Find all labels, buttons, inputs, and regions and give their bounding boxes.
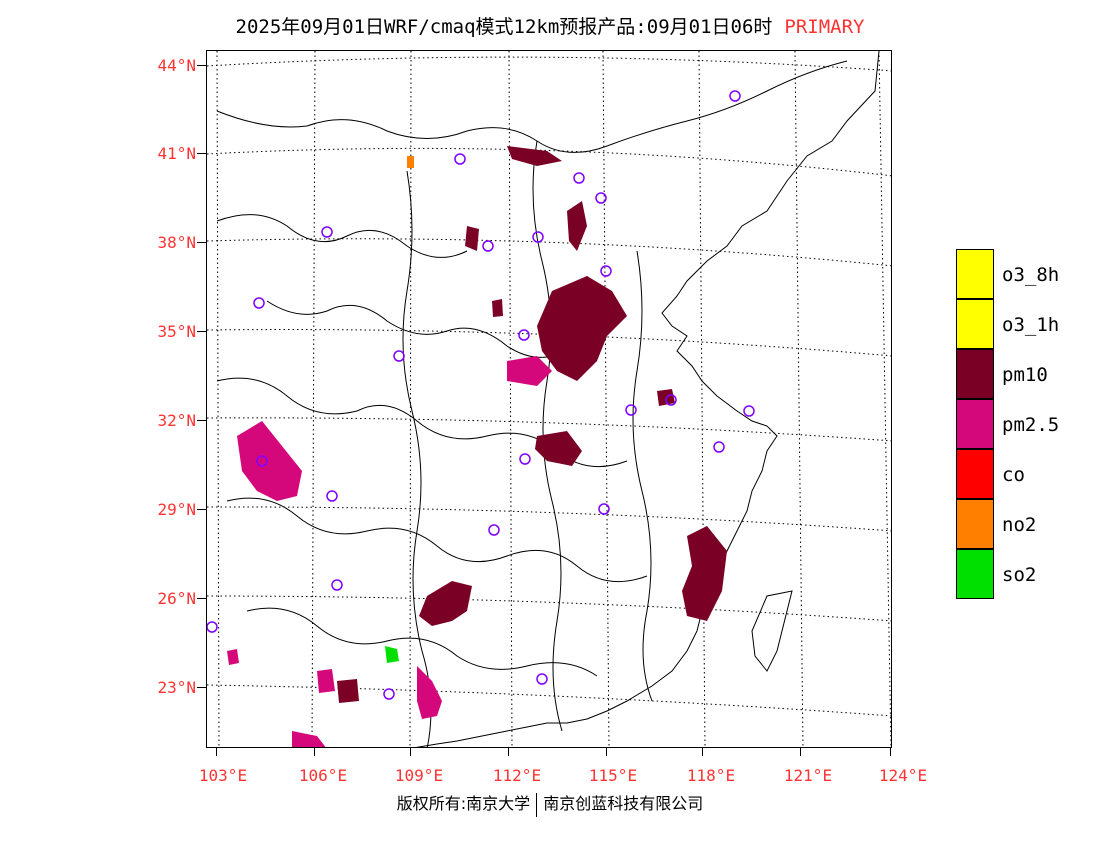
station-markers	[207, 90, 755, 700]
lat-tick	[197, 331, 206, 332]
legend-label: no2	[1002, 514, 1037, 536]
lon-tick	[800, 748, 801, 756]
legend-label: co	[1002, 464, 1025, 486]
lat-tick	[197, 65, 206, 66]
lat-tick	[197, 598, 206, 599]
lat-label-44: 44°N	[157, 56, 196, 75]
lon-tick	[702, 748, 703, 756]
lon-tick	[890, 748, 891, 756]
primary-tag: PRIMARY	[784, 16, 865, 38]
legend-swatch	[956, 249, 994, 299]
legend-label: pm10	[1002, 364, 1048, 386]
legend-swatch	[956, 349, 994, 399]
lat-label-26: 26°N	[157, 589, 196, 608]
map-title: 2025年09月01日WRF/cmaq模式12km预报产品:09月01日06时 P…	[0, 12, 1100, 39]
boundaries	[216, 51, 880, 747]
copyright-left: 版权所有:南京大学	[396, 794, 531, 813]
legend-swatch	[956, 499, 994, 549]
lat-tick	[197, 242, 206, 243]
legend-label: o3_8h	[1002, 264, 1060, 286]
copyright-right: 南京创蓝科技有限公司	[543, 794, 704, 813]
lon-label-112: 112°E	[492, 766, 542, 785]
lat-label-35: 35°N	[157, 322, 196, 341]
legend-label: so2	[1002, 564, 1037, 586]
legend-swatch	[956, 299, 994, 349]
lat-tick	[197, 509, 206, 510]
lon-label-121: 121°E	[783, 766, 833, 785]
graticule	[207, 51, 891, 747]
legend-swatch	[956, 549, 994, 599]
footer-separator	[536, 792, 538, 817]
lat-label-32: 32°N	[157, 411, 196, 430]
lon-tick	[216, 748, 217, 756]
lat-label-38: 38°N	[157, 233, 196, 252]
lon-label-106: 106°E	[298, 766, 348, 785]
legend-label: pm2.5	[1002, 414, 1060, 436]
lon-tick	[410, 748, 411, 756]
lon-label-115: 115°E	[588, 766, 638, 785]
lon-tick	[314, 748, 315, 756]
pollution-cells	[227, 146, 727, 747]
lon-tick	[508, 748, 509, 756]
title-text: 2025年09月01日WRF/cmaq模式12km预报产品:09月01日06时	[235, 16, 773, 38]
lat-label-41: 41°N	[157, 144, 196, 163]
legend-swatch	[956, 399, 994, 449]
lat-label-23: 23°N	[157, 678, 196, 697]
lat-label-29: 29°N	[157, 500, 196, 519]
lon-label-124: 124°E	[878, 766, 928, 785]
map-canvas	[207, 51, 891, 747]
lon-label-118: 118°E	[686, 766, 736, 785]
map-panel	[206, 50, 892, 748]
lat-tick	[197, 420, 206, 421]
copyright-footer: 版权所有:南京大学 南京创蓝科技有限公司	[0, 790, 1100, 817]
lon-label-109: 109°E	[394, 766, 444, 785]
lat-tick	[197, 153, 206, 154]
legend-swatch	[956, 449, 994, 499]
lon-tick	[606, 748, 607, 756]
lon-label-103: 103°E	[198, 766, 248, 785]
lat-tick	[197, 687, 206, 688]
legend-label: o3_1h	[1002, 314, 1060, 336]
